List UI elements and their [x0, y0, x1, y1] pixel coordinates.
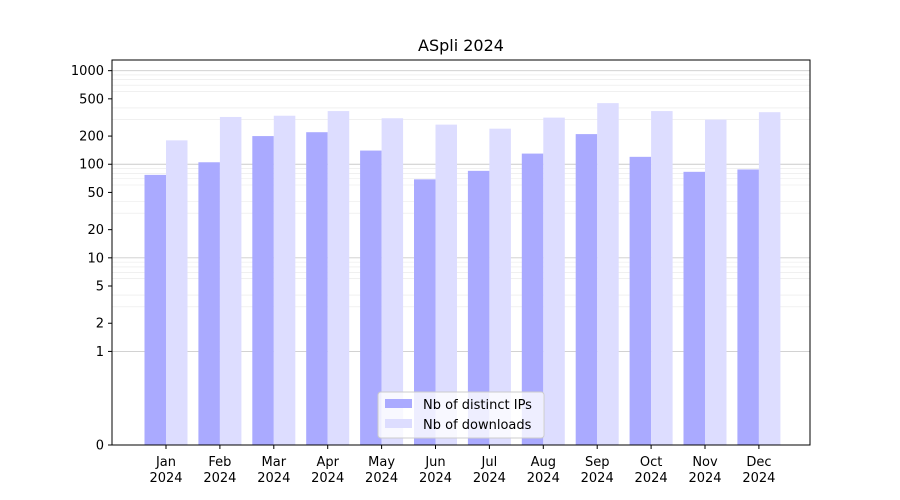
y-axis: 0 1 2 5 10 20 50 100 200 500 1000 — [71, 64, 112, 454]
x-tick-label-year: 2024 — [203, 471, 236, 486]
x-tick-label-month: Jul — [481, 455, 498, 470]
x-tick-label-year: 2024 — [635, 471, 668, 486]
bar-distinct-ips — [629, 156, 652, 446]
bar-downloads — [327, 111, 350, 445]
legend-label: Nb of downloads — [423, 418, 532, 433]
bars — [144, 103, 781, 446]
bar-distinct-ips — [144, 174, 166, 445]
bar-downloads — [166, 140, 188, 445]
y-tick-label: 50 — [87, 186, 104, 201]
legend-swatch — [385, 399, 412, 408]
legend-swatch — [385, 419, 412, 428]
bar-downloads — [381, 118, 404, 445]
bar-distinct-ips — [198, 162, 220, 446]
x-tick-label-year: 2024 — [257, 471, 290, 486]
legend-label: Nb of distinct IPs — [423, 398, 532, 413]
x-tick-label-month: Oct — [640, 455, 662, 470]
x-tick-label-month: Apr — [316, 455, 339, 470]
chart-title: ASpli 2024 — [418, 36, 504, 55]
bar-downloads — [758, 112, 781, 445]
legend: Nb of distinct IPs Nb of downloads — [377, 391, 545, 439]
x-tick-label-month: Feb — [208, 455, 231, 470]
x-tick-label-month: Jan — [155, 455, 176, 470]
x-tick-label-month: Nov — [692, 455, 718, 470]
bar-distinct-ips — [683, 171, 705, 445]
x-tick-label-year: 2024 — [527, 471, 560, 486]
bar-downloads — [543, 117, 565, 445]
bar-downloads — [651, 111, 673, 445]
y-tick-label: 500 — [79, 92, 104, 107]
bar-distinct-ips — [360, 150, 382, 445]
x-axis: Jan2024Feb2024Mar2024Apr2024May2024Jun20… — [149, 445, 775, 486]
y-tick-label: 10 — [87, 251, 104, 266]
x-tick-label-month: Aug — [531, 455, 556, 470]
bar-distinct-ips — [252, 136, 274, 446]
x-tick-label-month: Sep — [585, 455, 610, 470]
x-tick-label-year: 2024 — [581, 471, 614, 486]
bar-distinct-ips — [414, 179, 436, 445]
bar-distinct-ips — [306, 132, 328, 445]
x-tick-label-month: Mar — [262, 455, 287, 470]
x-tick-label-year: 2024 — [365, 471, 398, 486]
x-tick-label-month: May — [368, 455, 395, 470]
y-tick-label: 5 — [96, 280, 104, 295]
y-tick-label: 1 — [96, 345, 104, 360]
y-tick-label: 200 — [79, 130, 104, 145]
y-tick-label: 2 — [96, 317, 104, 332]
x-tick-label-year: 2024 — [688, 471, 721, 486]
x-tick-label-month: Jun — [424, 455, 445, 470]
bar-distinct-ips — [737, 169, 759, 446]
x-tick-label-month: Dec — [746, 455, 771, 470]
legend-box — [377, 391, 545, 439]
x-tick-label-year: 2024 — [742, 471, 775, 486]
bar-downloads — [219, 116, 242, 446]
bar-distinct-ips — [575, 134, 598, 446]
y-tick-label: 0 — [96, 439, 104, 454]
bar-downloads — [273, 115, 296, 445]
bar-downloads — [489, 128, 511, 445]
x-tick-label-year: 2024 — [149, 471, 182, 486]
bar-downloads — [705, 119, 727, 446]
x-tick-label-year: 2024 — [473, 471, 506, 486]
y-tick-label: 1000 — [71, 64, 104, 79]
bar-distinct-ips — [521, 153, 544, 446]
y-tick-label: 100 — [79, 158, 104, 173]
bar-downloads — [435, 124, 457, 445]
bar-distinct-ips — [467, 170, 490, 446]
bar-downloads — [597, 103, 619, 445]
x-tick-label-year: 2024 — [419, 471, 452, 486]
plot-area-frame — [111, 59, 811, 446]
x-tick-label-year: 2024 — [311, 471, 344, 486]
y-tick-label: 20 — [87, 223, 104, 238]
